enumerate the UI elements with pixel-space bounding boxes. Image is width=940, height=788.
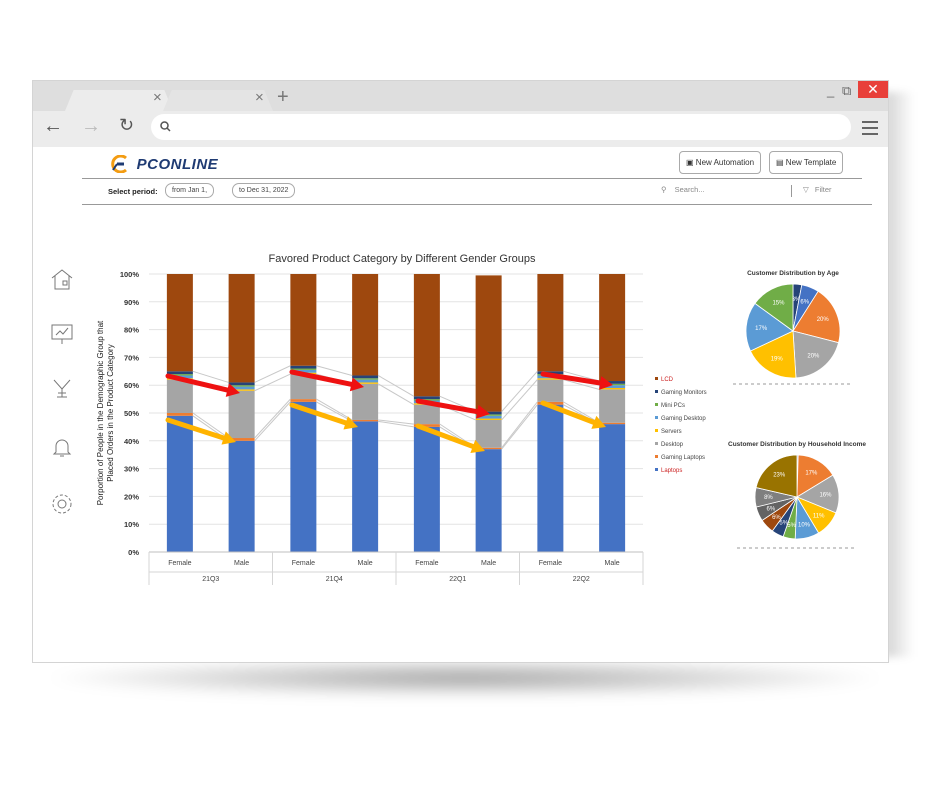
reload-icon[interactable]: ↻: [119, 115, 135, 135]
tab-bar: × × + _ ⧉ ✕: [33, 81, 888, 111]
back-icon[interactable]: ←: [43, 115, 63, 137]
forward-icon[interactable]: →: [81, 115, 101, 137]
restore-icon[interactable]: ⧉: [842, 83, 852, 98]
filter-icon: ▽: [803, 185, 809, 194]
filter-button[interactable]: ▽ Filter: [803, 185, 832, 194]
new-template-label: New Template: [785, 158, 837, 167]
new-tab-icon[interactable]: +: [277, 86, 289, 108]
home-icon[interactable]: [50, 267, 74, 291]
address-bar[interactable]: [151, 114, 851, 140]
close-window-button[interactable]: ✕: [858, 81, 888, 98]
logo-mark-icon: [111, 154, 127, 174]
browser-toolbar: ← → ↻: [33, 111, 888, 147]
browser-shadow: [40, 658, 890, 698]
gear-icon[interactable]: [50, 492, 74, 516]
period-label: Select period:: [108, 187, 158, 196]
app-page: PCONLINE ▣ New Automation ▤ New Template…: [33, 147, 888, 662]
browser-tab[interactable]: [163, 90, 273, 111]
minimize-icon[interactable]: _: [827, 83, 835, 98]
logo[interactable]: PCONLINE: [110, 154, 219, 174]
browser-shadow-right: [884, 92, 914, 657]
close-tab-icon[interactable]: ×: [153, 89, 162, 106]
search-icon: [160, 121, 171, 132]
new-automation-button[interactable]: ▣ New Automation: [679, 151, 762, 174]
new-automation-label: New Automation: [695, 158, 755, 167]
header-divider: [82, 178, 862, 179]
filter-divider-line: [82, 204, 872, 205]
search-placeholder: Search...: [674, 185, 705, 194]
search-field[interactable]: ⚲ Search...: [661, 185, 705, 194]
automation-icon: ▣: [686, 158, 694, 167]
search-icon: ⚲: [661, 185, 667, 194]
menu-icon[interactable]: [862, 117, 878, 139]
browser-window: × × + _ ⧉ ✕ ← → ↻ PCONLINE ▣ New Automat…: [32, 80, 889, 663]
bell-icon[interactable]: [50, 435, 74, 459]
presentation-icon[interactable]: [50, 322, 74, 346]
antenna-icon[interactable]: [50, 377, 74, 401]
filter-label: Filter: [814, 185, 832, 194]
new-template-button[interactable]: ▤ New Template: [769, 151, 844, 174]
browser-tab[interactable]: [65, 90, 173, 111]
filter-divider: [791, 185, 792, 197]
from-date-field[interactable]: from Jan 1,: [165, 183, 215, 198]
close-tab-icon[interactable]: ×: [255, 89, 264, 106]
template-icon: ▤: [776, 158, 784, 167]
logo-text: PCONLINE: [136, 156, 219, 173]
to-date-field[interactable]: to Dec 31, 2022: [232, 183, 296, 198]
